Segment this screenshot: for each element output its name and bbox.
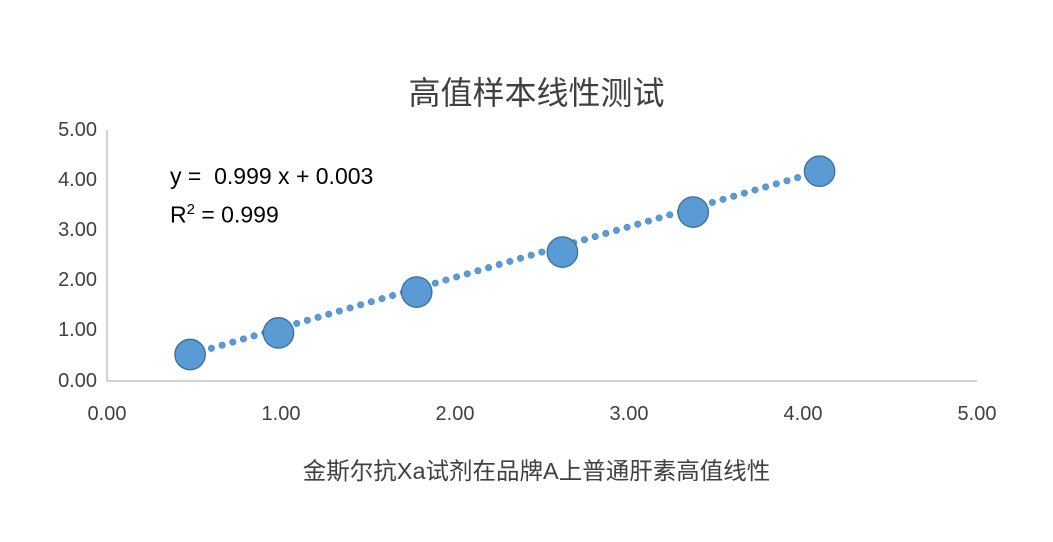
svg-text:2.00: 2.00 (58, 269, 97, 291)
svg-text:1.00: 1.00 (58, 319, 97, 341)
svg-text:5.00: 5.00 (958, 403, 997, 425)
svg-text:1.00: 1.00 (262, 403, 301, 425)
svg-text:5.00: 5.00 (58, 119, 97, 141)
svg-text:3.00: 3.00 (58, 219, 97, 241)
svg-text:4.00: 4.00 (58, 169, 97, 191)
svg-text:0.00: 0.00 (58, 370, 97, 392)
svg-text:0.00: 0.00 (88, 403, 127, 425)
svg-text:3.00: 3.00 (610, 403, 649, 425)
svg-text:4.00: 4.00 (784, 403, 823, 425)
svg-text:2.00: 2.00 (436, 403, 475, 425)
